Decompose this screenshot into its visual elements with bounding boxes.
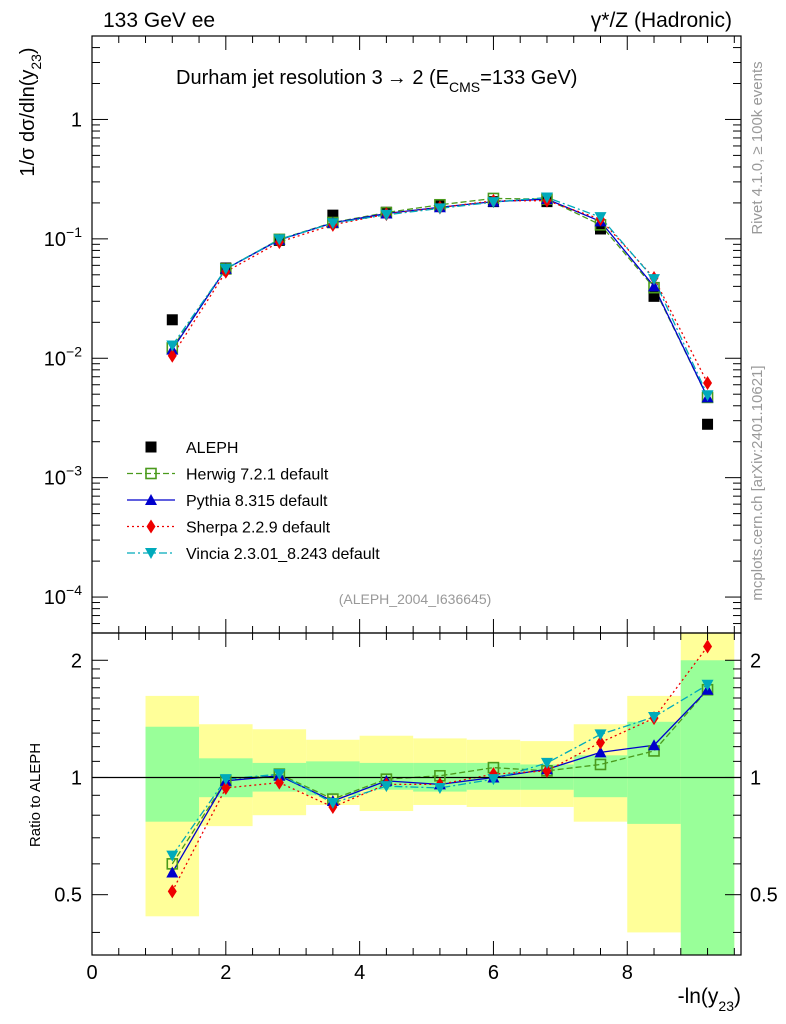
main-point-vincia-2 (273, 234, 286, 246)
ratio-point-sherpa-8 (595, 735, 605, 750)
legend-label-vincia: Vincia 2.3.01_8.243 default (186, 546, 380, 563)
ratio-point-vincia-7 (540, 757, 553, 769)
legend-marker-sherpa (146, 519, 156, 534)
legend: ALEPH Herwig 7.2.1 default Pythia 8.315 de… (127, 440, 380, 563)
x-axis-label: -ln(y23) (678, 985, 741, 1014)
header-left: 133 GeV ee (103, 9, 215, 32)
ratio-point-vincia-5 (433, 782, 446, 794)
ratio-y-tick-label-right: 2 (750, 650, 761, 672)
ratio-y-tick-label-left: 0.5 (54, 885, 82, 907)
x-tick-label: 4 (354, 962, 365, 984)
main-point-aleph-9 (648, 290, 660, 302)
ratio-point-sherpa-1 (221, 780, 231, 795)
ratio-uncertainty-bands (145, 633, 735, 955)
ratio-point-vincia-10 (701, 679, 714, 691)
ratio-point-pythia-8 (594, 746, 607, 758)
main-point-aleph-3 (327, 209, 339, 221)
ratio-point-vincia-4 (380, 781, 393, 793)
rivet-version-label: Rivet 4.1.0, ≥ 100k events (749, 61, 766, 234)
ratio-point-sherpa-2 (274, 775, 284, 790)
main-line-sherpa (171, 199, 709, 384)
main-point-vincia-4 (380, 209, 393, 221)
main-line-herwig (171, 197, 709, 398)
ratio-point-vincia-0 (166, 850, 179, 862)
main-title: Durham jet resolution 3 → 2 (ECMS=133 GeV… (176, 67, 577, 95)
ratio-frame (91, 632, 742, 956)
main-point-vincia-10 (701, 390, 714, 402)
ratio-band-inner-0 (145, 726, 200, 822)
main-point-vincia-8 (594, 212, 607, 224)
legend-label-sherpa: Sherpa 2.2.9 default (186, 520, 331, 537)
main-point-aleph-8 (594, 223, 606, 235)
ratio-point-sherpa-0 (167, 884, 177, 899)
ratio-band-inner-9 (627, 721, 681, 824)
main-frame (91, 35, 742, 634)
x-tick-label: 6 (488, 962, 499, 984)
axes (91, 35, 742, 956)
ratio-band-inner-3 (306, 761, 360, 796)
main-point-sherpa-0 (167, 348, 177, 363)
ratio-point-sherpa-7 (542, 763, 552, 778)
legend-marker-herwig (145, 467, 157, 480)
ratio-point-vincia-8 (594, 729, 607, 741)
header-right: γ*/Z (Hadronic) (591, 9, 732, 32)
main-series-lines (171, 196, 709, 398)
ratio-band-inner-8 (573, 755, 628, 798)
main-point-vincia-3 (326, 218, 339, 230)
ratio-point-herwig-8 (594, 758, 607, 771)
ratio-line-vincia (171, 684, 708, 856)
ratio-band-inner-10 (680, 660, 735, 955)
ratio-y-tick-label-left: 2 (71, 650, 82, 672)
main-y-tick-label: 10−3 (44, 463, 82, 490)
ratio-y-tick-label-left: 1 (71, 767, 82, 789)
x-tick-label: 8 (622, 962, 633, 984)
main-y-axis-label: 1/σ dσ/dln(y23) (17, 47, 44, 176)
legend-label-pythia: Pythia 8.315 default (186, 493, 328, 510)
main-line-vincia (171, 196, 709, 396)
main-line-pythia (171, 198, 709, 398)
analysis-id: (ALEPH_2004_I636645) (339, 591, 492, 607)
ratio-y-axis-label: Ratio to ALEPH (27, 743, 44, 847)
main-point-vincia-1 (219, 263, 232, 275)
ratio-point-pythia-0 (166, 866, 179, 878)
main-point-aleph-10 (702, 418, 714, 430)
x-tick-label: 2 (220, 962, 231, 984)
main-y-tick-label: 10−1 (44, 224, 82, 251)
main-point-sherpa-10 (703, 376, 713, 391)
legend-marker-aleph (145, 441, 157, 453)
x-tick-label: 0 (86, 962, 97, 984)
ratio-series-markers (166, 639, 714, 899)
main-point-vincia-7 (540, 192, 553, 204)
main-point-vincia-6 (487, 197, 500, 209)
ratio-y-tick-label-right: 0.5 (750, 885, 778, 907)
ratio-point-vincia-6 (487, 774, 500, 786)
mcplots-label: mcplots.cern.ch [arXiv:2401.10621] (749, 365, 766, 600)
ratio-point-vincia-1 (219, 774, 232, 786)
ratio-point-sherpa-10 (703, 639, 713, 654)
main-y-tick-label: 1 (71, 109, 82, 131)
main-point-aleph-0 (166, 314, 178, 326)
tick-labels: 0 2 4 6 8 10−4 10−3 10−2 10−1 1 0.5 0.5 1 1 2 2 (44, 109, 778, 984)
ratio-point-vincia-2 (273, 769, 286, 781)
main-point-pythia-9 (648, 280, 661, 292)
legend-marker-vincia (145, 548, 157, 559)
main-point-vincia-0 (166, 340, 179, 352)
main-y-tick-label: 10−4 (44, 582, 82, 609)
main-point-vincia-9 (648, 274, 661, 286)
main-y-tick-label: 10−2 (44, 343, 82, 370)
legend-marker-pythia (145, 494, 157, 505)
ratio-y-tick-label-right: 1 (750, 767, 761, 789)
ratio-point-vincia-3 (326, 797, 339, 809)
legend-label-herwig: Herwig 7.2.1 default (186, 467, 329, 484)
legend-label-aleph: ALEPH (186, 440, 238, 457)
ratio-point-vincia-9 (648, 711, 661, 723)
main-point-vincia-5 (433, 203, 446, 215)
ratio-point-pythia-9 (648, 739, 661, 751)
main-series-markers (166, 192, 714, 430)
